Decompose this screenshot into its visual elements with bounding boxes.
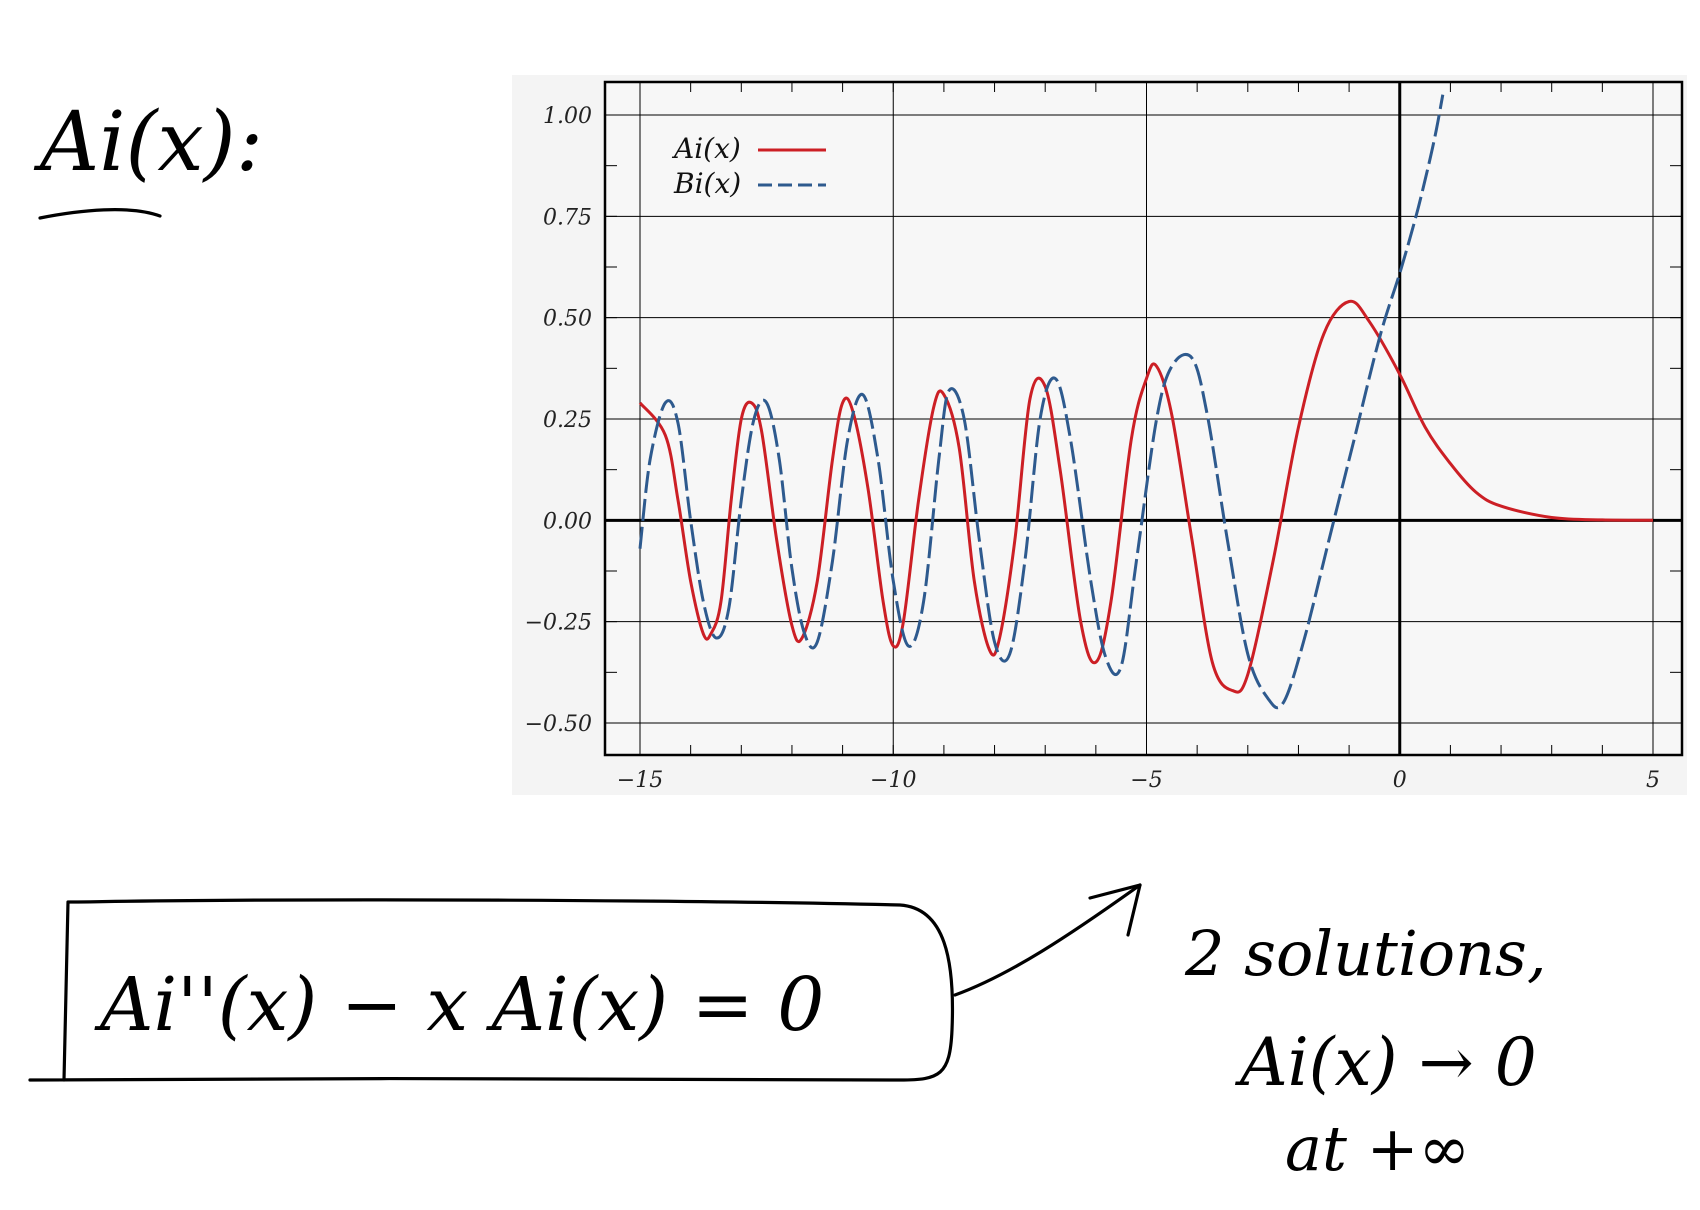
y-tick-label: 0.25 (543, 408, 592, 433)
x-tick-label: −5 (1130, 768, 1162, 793)
x-tick-label: −15 (617, 768, 663, 793)
solutions-note: 2 solutions, Ai(x) → 0 at +∞ (1184, 917, 1547, 1185)
heading-underline (38, 208, 162, 220)
legend-label-ai: Ai(x) (671, 132, 741, 165)
arrow-to-chart (953, 883, 1142, 997)
y-tick-label: 0.50 (543, 307, 592, 332)
x-tick-label: 5 (1646, 768, 1660, 793)
heading-annotation: Ai(x): (33, 95, 263, 220)
plot-frame (603, 80, 1684, 757)
y-tick-label: −0.25 (525, 611, 592, 636)
airy-chart: −15 −10 −5 0 5 1.00 0.75 0.50 0.25 0.00 −0.25 −0.5… (512, 75, 1687, 795)
chart-legend: Ai(x) Bi(x) (671, 132, 826, 200)
chart-grid (605, 82, 1682, 755)
x-axis-ticks: −15 −10 −5 0 5 (617, 768, 1660, 793)
series-line-ai (638, 299, 1654, 694)
note-line-3: at +∞ (1285, 1112, 1470, 1185)
note-line-1: 2 solutions, (1184, 917, 1547, 990)
equation-annotation: Ai''(x) − x Ai(x) = 0 (28, 883, 1142, 1082)
heading-text: Ai(x): (33, 95, 263, 190)
y-tick-label: 0.75 (543, 205, 592, 230)
chart-series (638, 94, 1654, 710)
x-tick-label: −10 (870, 768, 916, 793)
arrow-head (1088, 883, 1142, 937)
y-axis-ticks: 1.00 0.75 0.50 0.25 0.00 −0.25 −0.50 (525, 104, 592, 737)
note-line-2: Ai(x) → 0 (1234, 1024, 1537, 1101)
legend-label-bi: Bi(x) (673, 167, 741, 200)
y-tick-label: −0.50 (525, 712, 592, 737)
chart-axes (603, 80, 1684, 757)
equation-text: Ai''(x) − x Ai(x) = 0 (94, 962, 824, 1048)
x-tick-label: 0 (1393, 768, 1407, 793)
y-tick-label: 0.00 (543, 509, 592, 534)
equation-box (28, 898, 955, 1082)
series-line-bi (638, 94, 1445, 710)
y-tick-label: 1.00 (543, 104, 592, 129)
